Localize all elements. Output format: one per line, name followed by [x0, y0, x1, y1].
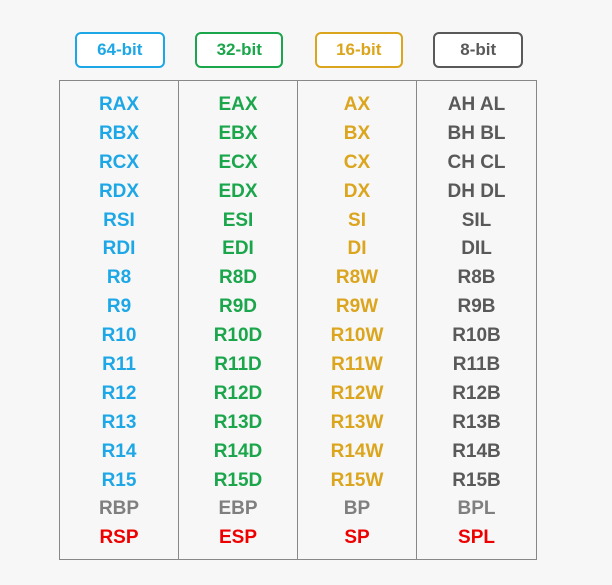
register-8-bit-14: BPL	[457, 498, 496, 520]
register-64-bit-12: R14	[101, 440, 137, 462]
register-64-bit-4: RSI	[103, 209, 135, 231]
register-8-bit-5: DIL	[461, 238, 492, 260]
register-16-bit-12: R14W	[330, 440, 384, 462]
header-8-bit: 8-bit	[433, 32, 524, 68]
register-32-bit-5: EDI	[222, 238, 254, 260]
register-32-bit-9: R11D	[214, 354, 262, 376]
register-16-bit-1: BX	[343, 122, 371, 144]
register-16-bit-15: SP	[344, 527, 370, 549]
register-64-bit-5: RDI	[102, 238, 136, 260]
column-headers: 64-bit 32-bit 16-bit 8-bit	[60, 32, 538, 68]
column-64-bit: RAX RBX RCX RDX RSI RDI R8 R9 R10 R11 R12 R13 R14 R15…	[60, 81, 179, 559]
register-64-bit-2: RCX	[98, 151, 140, 173]
register-16-bit-3: DX	[343, 180, 371, 202]
register-32-bit-7: R9D	[218, 296, 257, 318]
register-32-bit-0: EAX	[218, 94, 258, 115]
register-8-bit-3: DH DL	[447, 180, 506, 202]
register-64-bit-0: RAX	[98, 94, 140, 115]
header-16-bit: 16-bit	[314, 32, 403, 68]
register-64-bit-13: R15	[101, 469, 137, 491]
register-64-bit-9: R11	[102, 354, 136, 376]
register-32-bit-3: EDX	[218, 180, 258, 202]
register-64-bit-14: RBP	[98, 498, 140, 520]
register-32-bit-4: ESI	[222, 209, 254, 231]
register-64-bit-7: R9	[106, 296, 132, 318]
header-64-bit: 64-bit	[74, 32, 165, 68]
register-64-bit-1: RBX	[98, 122, 140, 144]
register-8-bit-4: SIL	[461, 209, 492, 231]
register-32-bit-1: EBX	[218, 122, 258, 144]
register-64-bit-11: R13	[101, 411, 137, 433]
register-16-bit-4: SI	[348, 209, 366, 231]
register-32-bit-6: R8D	[218, 267, 257, 289]
register-64-bit-3: RDX	[98, 180, 140, 202]
register-16-bit-8: R10W	[330, 325, 384, 347]
register-16-bit-6: R8W	[335, 267, 379, 289]
column-16-bit: AX BX CX DX SI DI R8W R9W R10W R11W R12W R13W R14W R1…	[298, 81, 417, 559]
register-64-bit-8: R10	[101, 325, 137, 347]
register-8-bit-0: AH AL	[447, 94, 506, 115]
register-16-bit-7: R9W	[335, 296, 379, 318]
register-64-bit-6: R8	[106, 267, 132, 289]
column-32-bit: EAX EBX ECX EDX ESI EDI R8D R9D R10D R11D R12D R13D…	[179, 81, 298, 559]
register-16-bit-0: AX	[343, 94, 371, 115]
register-16-bit-14: BP	[343, 498, 371, 520]
register-32-bit-10: R12D	[213, 382, 263, 404]
register-32-bit-2: ECX	[218, 151, 258, 173]
register-32-bit-8: R10D	[213, 325, 263, 347]
register-32-bit-13: R15D	[213, 469, 263, 491]
register-8-bit-7: R9B	[457, 296, 496, 318]
register-16-bit-9: R11W	[331, 354, 383, 376]
register-8-bit-2: CH CL	[447, 151, 506, 173]
register-8-bit-13: R15B	[452, 469, 501, 491]
header-32-bit: 32-bit	[195, 32, 284, 68]
register-32-bit-11: R13D	[213, 411, 263, 433]
register-16-bit-5: DI	[347, 238, 367, 260]
register-32-bit-14: EBP	[218, 498, 258, 520]
register-32-bit-15: ESP	[218, 527, 258, 549]
register-8-bit-10: R12B	[452, 382, 501, 404]
register-8-bit-6: R8B	[457, 267, 496, 289]
register-16-bit-11: R13W	[330, 411, 384, 433]
register-8-bit-9: R11B	[452, 354, 501, 376]
register-8-bit-15: SPL	[458, 527, 495, 549]
register-8-bit-12: R14B	[452, 440, 501, 462]
register-8-bit-11: R13B	[452, 411, 501, 433]
register-32-bit-12: R14D	[213, 440, 263, 462]
column-8-bit: AH AL BH BL CH CL DH DL SIL DIL R8B R9B R10B R11B…	[417, 81, 536, 559]
register-table: RAX RBX RCX RDX RSI RDI R8 R9 R10 R11 R12 R13 R14 R15…	[59, 80, 537, 560]
register-64-bit-15: RSP	[99, 527, 139, 549]
register-8-bit-8: R10B	[452, 325, 501, 347]
register-64-bit-10: R12	[101, 382, 137, 404]
register-16-bit-13: R15W	[330, 469, 384, 491]
register-8-bit-1: BH BL	[447, 122, 506, 144]
register-16-bit-10: R12W	[330, 382, 384, 404]
register-16-bit-2: CX	[343, 151, 371, 173]
